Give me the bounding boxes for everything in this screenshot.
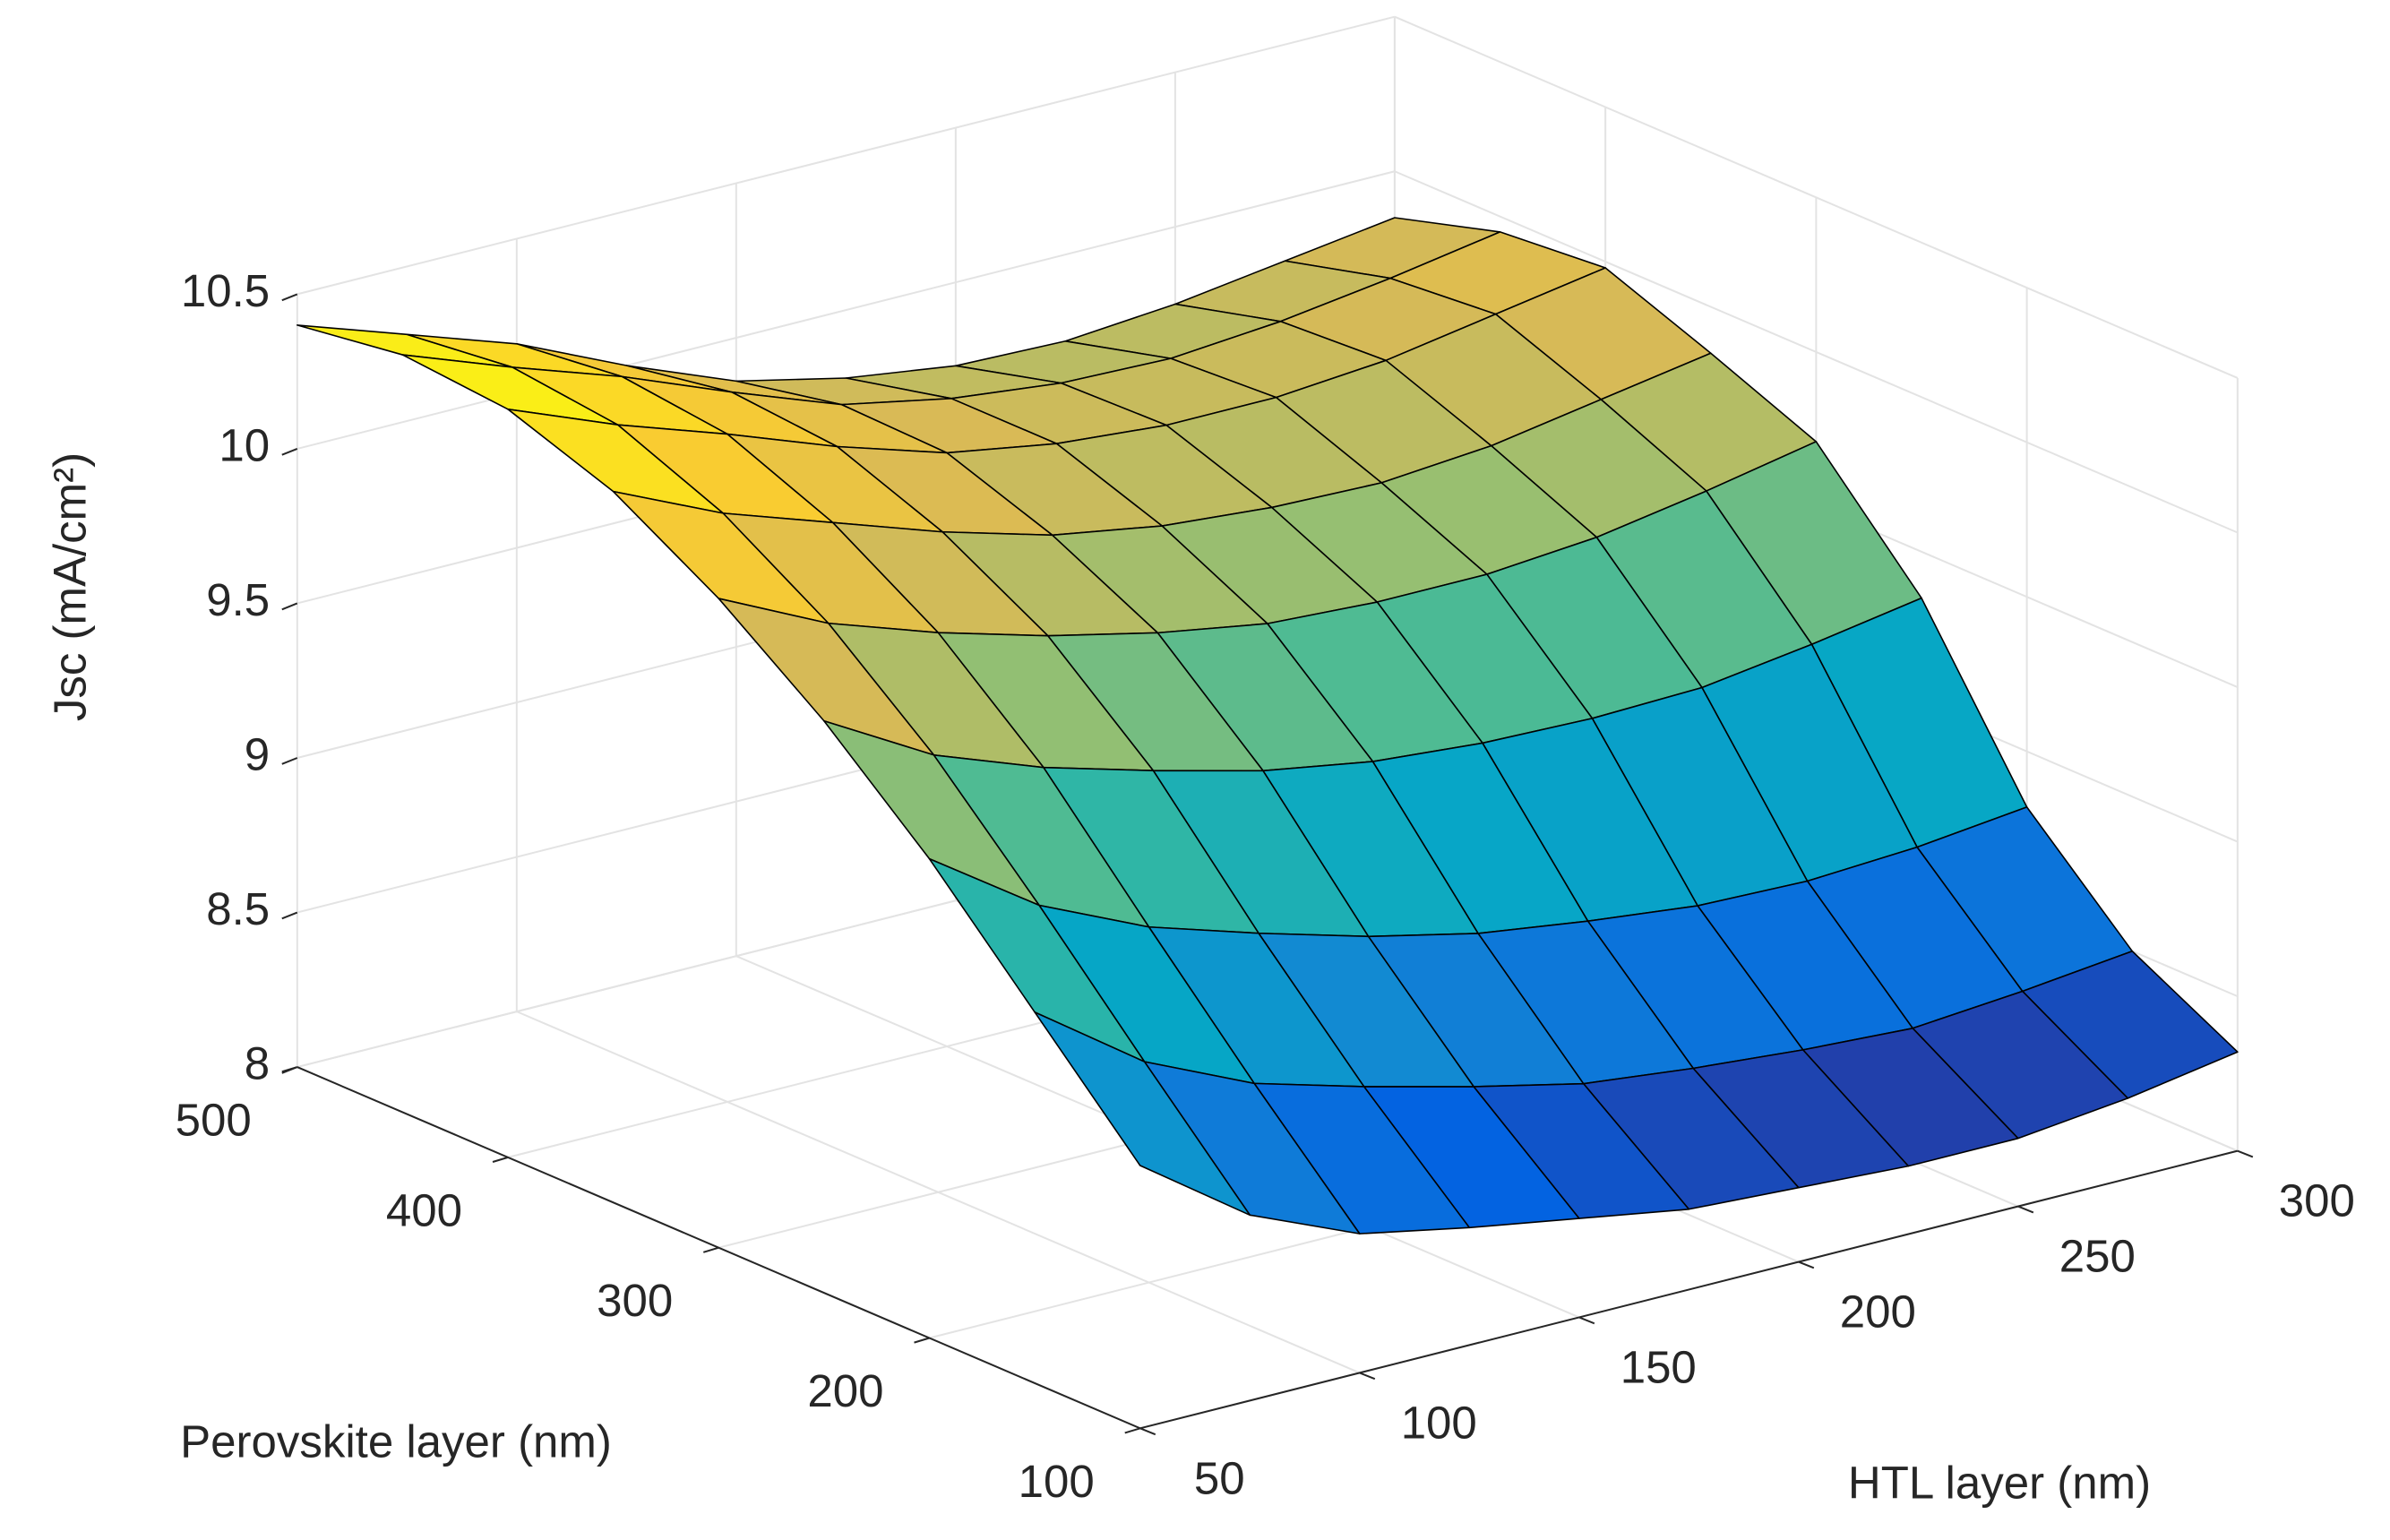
z-tick-label: 9.5 bbox=[206, 574, 270, 625]
x-tick-label: 150 bbox=[1621, 1341, 1697, 1392]
y-tick-label: 100 bbox=[1019, 1456, 1095, 1507]
grid-line bbox=[297, 170, 1396, 450]
x-tick-label: 100 bbox=[1401, 1397, 1477, 1448]
y-tick bbox=[1124, 1427, 1141, 1434]
x-tick-label: 250 bbox=[2059, 1231, 2136, 1282]
z-tick bbox=[281, 293, 298, 302]
x-tick-label: 200 bbox=[1840, 1286, 1916, 1338]
z-tick-label: 9 bbox=[245, 728, 270, 779]
z-tick bbox=[281, 448, 298, 456]
grid-line bbox=[1394, 170, 2239, 534]
y-tick-label: 200 bbox=[807, 1365, 883, 1416]
z-tick-label: 8.5 bbox=[206, 883, 270, 934]
grid-line bbox=[297, 15, 1396, 296]
y-tick bbox=[914, 1337, 930, 1344]
x-tick bbox=[2237, 1149, 2254, 1158]
x-tick bbox=[1359, 1372, 1376, 1381]
y-tick bbox=[492, 1156, 509, 1163]
x-axis-title: HTL layer (nm) bbox=[1848, 1457, 2151, 1508]
y-tick bbox=[702, 1246, 719, 1253]
x-tick bbox=[1578, 1316, 1595, 1325]
surface-patch bbox=[1034, 1011, 1251, 1217]
z-tick bbox=[281, 602, 298, 611]
x-tick bbox=[1139, 1427, 1156, 1436]
z-tick bbox=[281, 1066, 298, 1074]
y-tick-label: 400 bbox=[386, 1184, 462, 1235]
x-tick-label: 300 bbox=[2279, 1175, 2355, 1226]
z-tick bbox=[281, 757, 298, 765]
z-axis-title: Jsc (mA/cm²) bbox=[44, 452, 95, 721]
x-tick-label: 50 bbox=[1194, 1452, 1245, 1503]
y-tick-label: 300 bbox=[597, 1275, 673, 1326]
x-tick bbox=[1798, 1260, 1815, 1269]
x-axis-line bbox=[1139, 1149, 2239, 1430]
z-tick-label: 10 bbox=[219, 419, 270, 470]
z-tick bbox=[281, 911, 298, 920]
y-tick-label: 500 bbox=[176, 1094, 252, 1145]
grid-line bbox=[1394, 15, 2239, 379]
z-tick-label: 10.5 bbox=[181, 265, 270, 316]
y-axis-title: Perovskite layer (nm) bbox=[180, 1415, 612, 1467]
z-tick-label: 8 bbox=[245, 1038, 270, 1089]
surface bbox=[296, 217, 2239, 1235]
x-tick bbox=[2017, 1205, 2034, 1214]
